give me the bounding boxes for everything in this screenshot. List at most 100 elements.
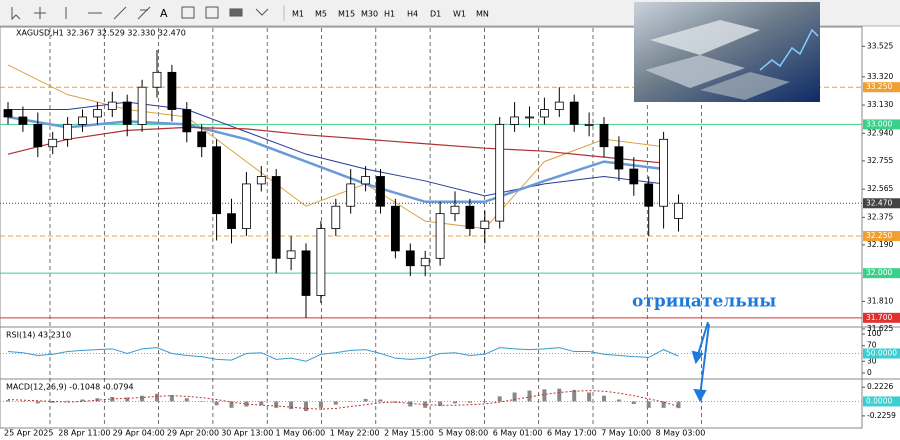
histogram-bar	[50, 401, 55, 403]
candle-body	[346, 183, 356, 207]
histogram-bar	[259, 401, 264, 406]
trendline-icon[interactable]	[113, 6, 127, 20]
y-tick-label: 33.130	[867, 100, 893, 109]
histogram-bar	[646, 401, 651, 408]
candle-body	[122, 101, 132, 125]
candle-body	[644, 183, 654, 207]
pane-title: MACD(12,26,9) -0.1048 -0.0794	[6, 383, 134, 392]
candle-body	[18, 116, 28, 125]
shape-icon[interactable]	[229, 8, 243, 17]
candle-body	[182, 109, 192, 133]
y-tick-label: 32.190	[867, 240, 893, 249]
time-label: 29 Apr 04:00	[113, 429, 165, 438]
y-tick-label: 0	[867, 368, 872, 377]
y-tick-label: 30	[867, 356, 877, 365]
candle-body	[525, 116, 534, 119]
timeframe-button[interactable]: M5	[315, 10, 327, 19]
indicator-line	[7, 347, 679, 362]
crosshair-icon[interactable]	[34, 7, 46, 19]
histogram-bar	[333, 401, 338, 405]
candle-body	[152, 71, 162, 88]
pane-title: XAGUSD,H1 32.367 32.529 32.330 32.470	[16, 29, 186, 38]
candle-body	[331, 205, 341, 229]
time-label: 30 Apr 13:00	[221, 429, 273, 438]
y-tick-label: 33.525	[867, 41, 893, 50]
timeframe-button[interactable]: D1	[430, 10, 441, 19]
candle-body	[3, 109, 13, 118]
fibo-icon[interactable]	[137, 6, 151, 20]
histogram-bar	[304, 401, 308, 412]
y-tick-label: 31.625	[867, 324, 893, 333]
histogram-bar	[497, 396, 502, 402]
time-label: 25 Apr 2025	[4, 429, 53, 438]
level-label: 33.000	[866, 119, 892, 128]
histogram-bar	[289, 401, 294, 410]
candle-body	[33, 124, 43, 148]
candle-body	[435, 213, 445, 259]
level-label: 32.470	[866, 198, 892, 207]
candle-body	[227, 213, 236, 229]
histogram-bar	[274, 401, 279, 408]
time-label: 29 Apr 20:00	[167, 429, 219, 438]
timeframe-button[interactable]: H1	[384, 10, 395, 19]
y-tick-label: 70	[867, 341, 877, 350]
level-label-bg	[863, 82, 900, 93]
candle-body	[540, 109, 549, 118]
timeframe-button[interactable]: H4	[407, 10, 418, 19]
candle-body	[301, 250, 311, 296]
histogram-bar	[557, 388, 562, 402]
histogram-bar	[155, 393, 159, 402]
timeframe-button[interactable]: M1	[292, 10, 304, 19]
arrows-icon[interactable]	[255, 8, 269, 16]
histogram-bar	[214, 401, 219, 406]
candle-body	[361, 176, 371, 185]
histogram-bar	[125, 397, 130, 402]
cursor-icon[interactable]	[11, 7, 21, 21]
timeframe-button[interactable]: M15	[338, 10, 355, 19]
candle-body	[137, 86, 147, 125]
timeframe-button[interactable]: W1	[453, 10, 466, 19]
histogram-bar	[140, 395, 145, 402]
time-label: 7 May 10:00	[601, 429, 651, 438]
pane-title: RSI(14) 43.2310	[6, 331, 71, 340]
candle-body	[465, 205, 475, 229]
candle-body	[48, 138, 58, 148]
histogram-bar	[184, 398, 189, 402]
label-icon[interactable]	[181, 6, 195, 19]
candle-body	[78, 116, 87, 125]
histogram-bar	[408, 401, 413, 407]
y-tick-label: 32.375	[867, 212, 893, 221]
timeframe-button[interactable]: M30	[361, 10, 378, 19]
histogram-bar	[35, 401, 40, 404]
histogram-bar	[542, 389, 547, 402]
time-label: 1 May 06:00	[276, 429, 326, 438]
plot-layer: 25 Apr 2025 28 Apr 11:00 29 Apr 04:00 29 Ap…	[0, 29, 900, 438]
histogram-bar	[512, 392, 517, 402]
histogram-bar	[378, 399, 383, 402]
candle-body	[63, 124, 72, 140]
y-tick-label: 32.755	[867, 156, 893, 165]
candle-body	[420, 257, 430, 267]
candle-body	[659, 138, 668, 207]
candle-body	[495, 124, 505, 222]
histogram-bar	[80, 399, 85, 402]
timeframe-button[interactable]: MN	[476, 10, 489, 19]
annotation: отрицательны	[632, 292, 776, 312]
moving-average	[8, 101, 664, 197]
candle-body	[197, 131, 207, 148]
y-tick-label: 32.940	[867, 128, 893, 137]
text-icon[interactable]: A	[160, 7, 168, 20]
level-label-bg	[863, 198, 900, 209]
rect-icon[interactable]	[205, 6, 219, 19]
candle-body	[614, 146, 624, 170]
histogram-bar	[676, 401, 681, 409]
candle-body	[405, 250, 415, 267]
histogram-bar	[527, 390, 532, 402]
histogram-bar	[438, 401, 443, 406]
toolbar-icons: A	[11, 6, 269, 21]
candle-body	[241, 183, 251, 229]
candle-body	[480, 220, 490, 229]
time-label: 28 Apr 11:00	[58, 429, 110, 438]
histogram-bar	[363, 398, 368, 402]
